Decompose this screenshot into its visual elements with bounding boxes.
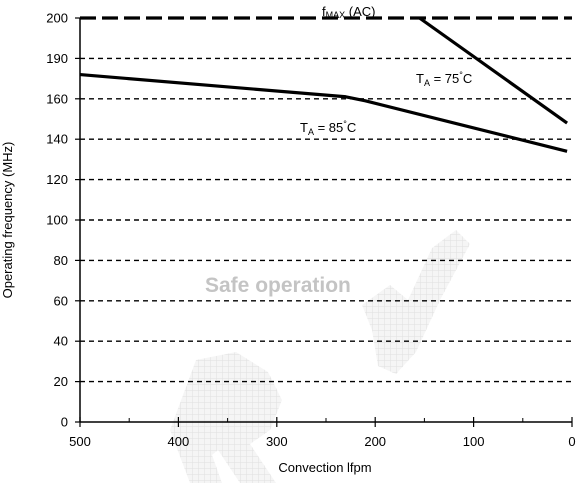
y-tick-label: 120 [46,172,68,187]
y-tick-label: 140 [46,132,68,147]
y-tick-label: 160 [46,91,68,106]
x-tick-label: 100 [463,434,485,449]
y-tick-label: 200 [46,11,68,26]
x-tick-label: 200 [364,434,386,449]
x-axis-title: Convection lfpm [278,460,371,475]
x-tick-label: 0 [568,434,575,449]
x-tick-label: 400 [168,434,190,449]
series-line-2 [79,72,568,153]
grid [80,57,572,383]
watermark-text: Safe operation [205,274,351,297]
x-tick-label: 500 [69,434,91,449]
x-ticks: 500 400 300 200 100 0 [69,417,576,449]
y-ticks: 0 20 40 60 80 100 120 140 160 190 200 [46,11,80,430]
y-tick-label: 0 [61,415,68,430]
y-tick-label: 60 [54,293,68,308]
x-tick-label: 300 [266,434,288,449]
y-tick-label: 100 [46,213,68,228]
annotation-fmax: fMAX (AC) [322,4,375,20]
annotation-ta75: TA = 75°C [416,70,472,88]
annotation-ta85: TA = 85°C [300,119,356,137]
y-tick-label: 190 [46,51,68,66]
y-tick-label: 20 [54,374,68,389]
y-tick-label: 40 [54,334,68,349]
series [79,16,572,153]
rv-watermark [170,230,470,483]
y-tick-label: 80 [54,253,68,268]
series-line-1 [418,16,569,125]
y-axis-title: Operating frequency (MHz) [0,142,15,299]
